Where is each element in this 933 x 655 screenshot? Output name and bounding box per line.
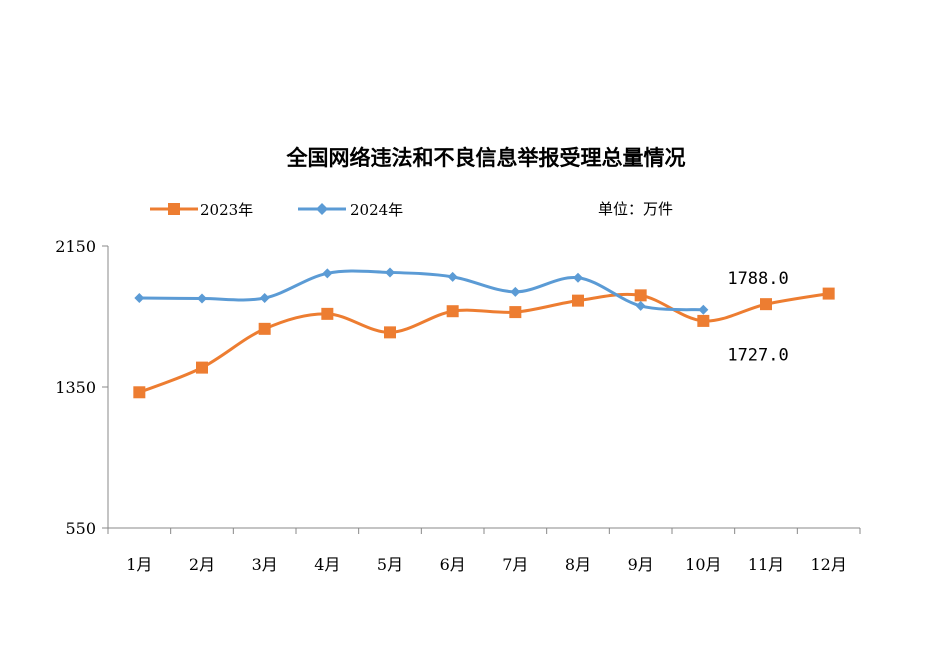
legend: 2023年 2024年 [150, 201, 403, 219]
unit-label: 单位：万件 [598, 200, 673, 218]
x-tick-label: 5月 [377, 555, 403, 574]
data-point-square [133, 386, 146, 399]
data-point-diamond [447, 271, 458, 282]
x-tick-label: 1月 [126, 555, 152, 574]
y-tick-label: 2150 [55, 237, 96, 256]
series-1 [133, 287, 835, 399]
data-point-square [822, 287, 835, 300]
x-tick-label: 7月 [502, 555, 528, 574]
legend-marker-2024 [316, 203, 328, 215]
series-line [138, 292, 829, 394]
data-point-square [321, 307, 334, 320]
series-2 [134, 267, 709, 315]
data-point-square [572, 294, 584, 307]
data-point-square [509, 306, 522, 319]
data-point-diamond [573, 272, 583, 283]
legend-label-2023: 2023年 [200, 201, 253, 219]
x-tick-label: 10月 [685, 555, 721, 574]
axis-ticks: 2150 1350 550 1月 2月 3月 4月 5月 6月 7月 8月 9月 10月 11月 12月 [55, 237, 861, 574]
legend-marker-2023 [168, 203, 180, 215]
data-point-square [760, 298, 772, 311]
annotations: 1788.0 1727.0 [727, 269, 788, 366]
x-tick-label: 4月 [314, 555, 340, 574]
x-tick-label: 9月 [628, 555, 654, 574]
data-point-diamond [385, 267, 395, 278]
data-point-square [384, 326, 396, 339]
x-tick-label: 11月 [748, 555, 784, 574]
x-tick-label: 6月 [440, 555, 466, 574]
chart-title: 全国网络违法和不良信息举报受理总量情况 [286, 146, 686, 170]
data-point-square [634, 289, 647, 302]
data-point-square [196, 361, 208, 374]
data-point-diamond [322, 268, 333, 279]
y-tick-label: 1350 [55, 378, 96, 397]
x-tick-label: 8月 [565, 555, 591, 574]
data-point-diamond [510, 286, 521, 297]
x-tick-label: 3月 [252, 555, 278, 574]
series-line [139, 269, 704, 312]
data-point-diamond [635, 300, 646, 311]
data-point-diamond [259, 292, 270, 303]
series-group [133, 267, 835, 399]
x-tick-label: 2月 [189, 555, 215, 574]
data-point-diamond [698, 304, 709, 315]
x-tick-label: 12月 [810, 555, 846, 574]
data-point-diamond [134, 292, 145, 303]
data-point-square [258, 322, 271, 335]
data-point-square [446, 305, 459, 318]
data-point-square [697, 314, 710, 327]
data-label: 1788.0 [727, 269, 788, 289]
data-label: 1727.0 [727, 346, 788, 366]
legend-label-2024: 2024年 [350, 201, 403, 219]
y-tick-label: 550 [65, 519, 96, 538]
data-point-diamond [197, 293, 207, 304]
